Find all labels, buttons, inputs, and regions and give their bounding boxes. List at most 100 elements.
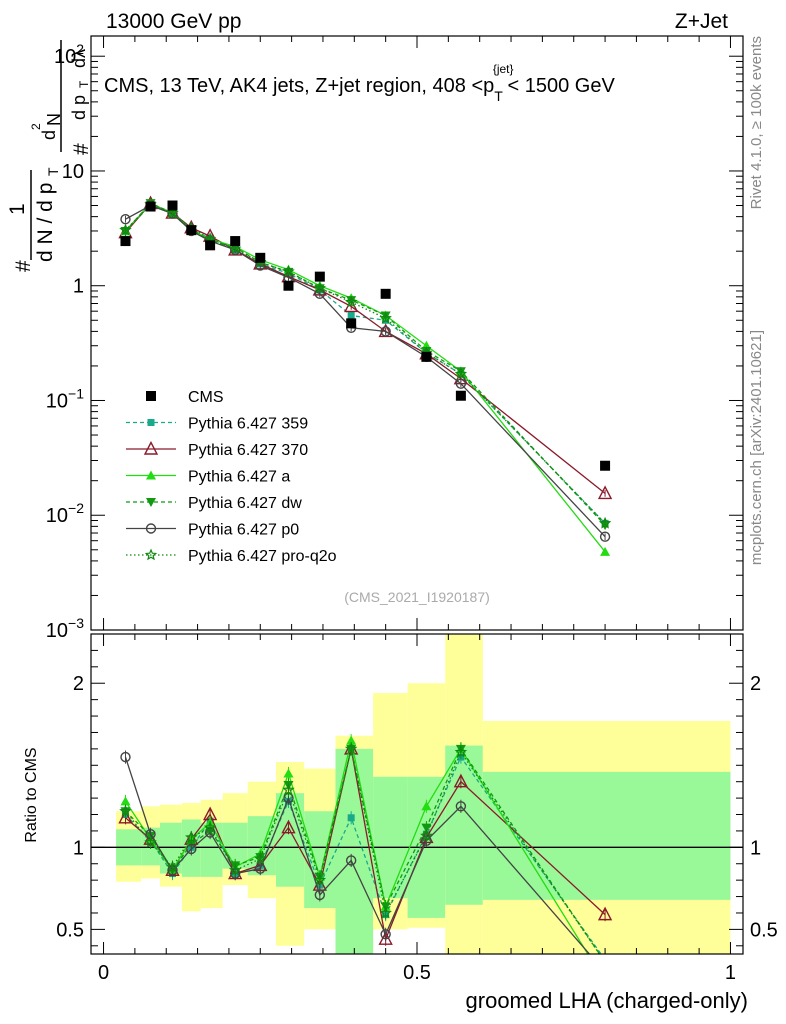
ratio-tick-label-1: 1 — [73, 837, 84, 859]
cms-point-10 — [380, 288, 391, 299]
top-frame — [90, 35, 744, 631]
svg-text:N: N — [44, 113, 64, 126]
svg-text:dλ: dλ — [69, 49, 89, 68]
svg-text:d: d — [39, 130, 59, 140]
series-5-point-10 — [379, 311, 392, 324]
ratio-5-point-13 — [600, 957, 610, 966]
series-1-point-13 — [597, 485, 613, 500]
series-line-4 — [125, 204, 606, 538]
legend-marker-0 — [146, 391, 156, 401]
ratio-4-point-8 — [314, 889, 326, 901]
ratio-right-label-1: 1 — [750, 837, 761, 859]
cms-point-4 — [205, 240, 216, 251]
x-tick-label-0: 0 — [98, 962, 109, 984]
ratio-5-point-12 — [454, 745, 468, 758]
ratio-2-point-11 — [421, 801, 432, 811]
legend-label-1: Pythia 6.427 359 — [188, 416, 308, 433]
ratio-5-point-5 — [228, 863, 242, 876]
x-axis-label: groomed LHA (charged-only) — [466, 988, 748, 1013]
ratio-4-point-12 — [455, 801, 467, 812]
svg-text:d N / d p: d N / d p — [34, 183, 57, 262]
cms-point-3 — [186, 225, 197, 236]
side-version: Rivet 4.1.0, ≥ 100k events — [748, 36, 765, 209]
ratio-tick-label-0: 0.5 — [56, 919, 84, 941]
band-green-9 — [335, 748, 374, 954]
legend-label-5: Pythia 6.427 p0 — [188, 522, 299, 539]
series-5-point-9 — [344, 295, 358, 308]
cms-point-1 — [145, 201, 156, 212]
cms-point-2 — [167, 200, 178, 211]
svg-text:d p: d p — [69, 95, 89, 120]
ratio-right-label-2: 2 — [750, 673, 761, 695]
svg-text:2: 2 — [29, 123, 43, 130]
legend-marker-6 — [144, 548, 158, 561]
ratio-axis-label: Ratio to CMS — [23, 747, 40, 842]
ratio-5-point-0 — [119, 804, 132, 817]
ratio-3-point-13 — [600, 958, 610, 967]
legend-label-3: Pythia 6.427 a — [188, 469, 290, 486]
series-5-point-13 — [598, 516, 612, 529]
svg-text:T: T — [45, 167, 61, 176]
ratio-5-point-7 — [282, 783, 295, 796]
series-4-point-12 — [455, 378, 467, 389]
series-4-point-13 — [599, 531, 611, 542]
ratio-0-point-13 — [602, 956, 609, 963]
ratio-5-point-1 — [144, 835, 157, 848]
cms-point-5 — [230, 236, 241, 247]
legend-marker-2 — [143, 440, 159, 455]
ratio-line-3 — [125, 747, 601, 954]
svg-text:#: # — [70, 143, 93, 155]
ratio-2-point-7 — [283, 768, 294, 778]
svg-text:#: # — [12, 260, 35, 272]
ratio-2-point-0 — [120, 796, 131, 806]
series-5-point-7 — [282, 264, 295, 277]
ratio-5-point-4 — [203, 821, 217, 833]
cms-point-6 — [255, 252, 266, 263]
series-5-point-8 — [313, 281, 327, 294]
y-tick-label-1: 10−2 — [46, 500, 84, 527]
y-tick-label-3: 1 — [73, 276, 84, 298]
y-tick-label-5: 102 — [54, 41, 84, 68]
legend-marker-3 — [146, 470, 156, 480]
ratio-5-point-6 — [254, 852, 267, 865]
ratio-1-point-0 — [118, 809, 133, 824]
x-tick-label-1: 0.5 — [403, 962, 431, 984]
cms-point-12 — [455, 390, 466, 401]
series-2-point-13 — [600, 546, 611, 556]
ratio-4-point-13 — [601, 968, 610, 977]
legend-marker-1 — [147, 419, 155, 426]
header-right: Z+Jet — [675, 10, 728, 33]
ratio-tick-label-2: 2 — [73, 673, 84, 695]
ratio-4-point-10 — [380, 929, 391, 940]
series-4-point-10 — [380, 326, 391, 337]
series-5-point-5 — [228, 242, 242, 255]
legend-label-6: Pythia 6.427 pro-q2o — [188, 548, 337, 565]
ratio-4-point-3 — [186, 843, 197, 855]
x-tick-label-2: 1 — [725, 962, 736, 984]
ratio-5-point-3 — [185, 830, 198, 843]
ratio-right-label-0: 0.5 — [750, 919, 778, 941]
legend-marker-5 — [145, 523, 157, 534]
cms-point-13 — [600, 460, 611, 471]
y-tick-label-0: 10−3 — [46, 615, 84, 642]
ratio-0-point-9 — [347, 814, 355, 822]
ratio-5-point-11 — [420, 829, 433, 842]
legend-label-4: Pythia 6.427 dw — [188, 495, 302, 512]
y-tick-label-4: 10 — [62, 161, 84, 183]
legend-label-0: CMS — [188, 389, 224, 406]
ratio-3-point-11 — [421, 823, 432, 833]
ratio-5-point-9 — [344, 742, 358, 755]
ratio-5-point-8 — [313, 873, 327, 886]
svg-text:T: T — [77, 80, 91, 88]
series-5-point-2 — [166, 206, 179, 219]
cms-point-9 — [346, 318, 357, 329]
ratio-2-point-13 — [600, 977, 610, 986]
analysis-id: (CMS_2021_I1920187) — [344, 589, 490, 605]
ratio-1-point-7 — [281, 819, 296, 834]
ratio-2-point-9 — [346, 735, 357, 745]
cms-point-0 — [120, 236, 131, 247]
legend: CMS Pythia 6.427 359 Pythia 6.427 370 Pythi… — [126, 389, 337, 565]
cms-point-11 — [421, 351, 432, 362]
series-0-point-9 — [347, 312, 355, 320]
